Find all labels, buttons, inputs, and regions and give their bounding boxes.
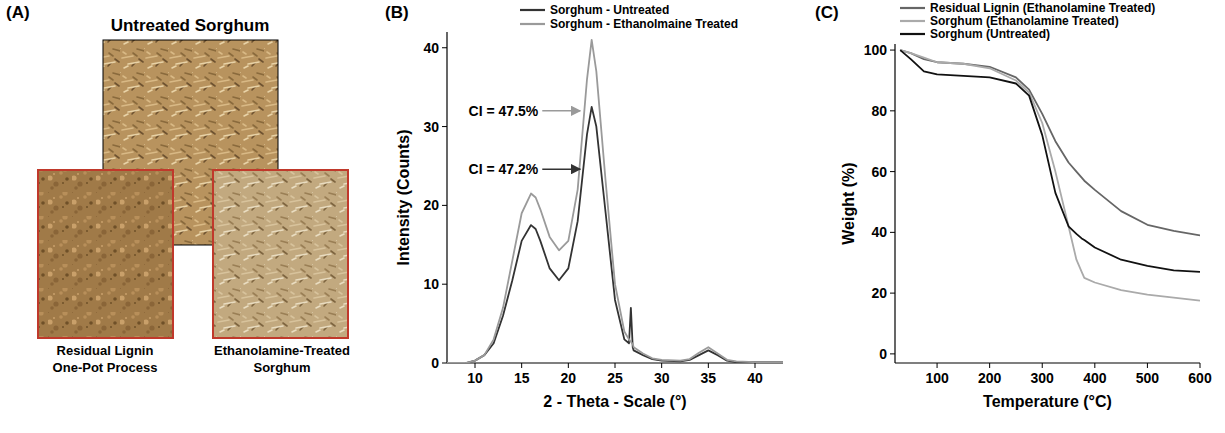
x-tick	[1094, 363, 1095, 368]
plot-area	[900, 50, 1200, 301]
y-tick	[890, 353, 895, 354]
figure: (A) Untreated Sorghum Residual Lignin One-P…	[0, 0, 1225, 433]
y-tick	[442, 126, 447, 127]
y-tick-label: 40	[423, 40, 439, 56]
x-tick	[568, 363, 569, 368]
x-tick	[661, 363, 662, 368]
legend-entry: Residual Lignin (Ethanolamine Treated)	[930, 1, 1155, 15]
series-line	[447, 40, 783, 363]
y-tick-label: 40	[871, 224, 887, 240]
y-tick	[890, 293, 895, 294]
y-tick	[442, 47, 447, 48]
annotation: CI = 47.5%	[469, 103, 539, 119]
photo-caption: Ethanolamine-Treated	[214, 343, 350, 358]
y-tick-label: 10	[423, 276, 439, 292]
photo-treated	[213, 170, 348, 338]
x-tick-label: 35	[701, 370, 717, 386]
x-tick	[937, 363, 938, 368]
y-tick	[890, 110, 895, 111]
series-line	[900, 50, 1200, 235]
x-tick-label: 600	[1188, 370, 1212, 386]
y-tick	[890, 171, 895, 172]
legend-entry: Sorghum - Ethanolmaine Treated	[550, 17, 738, 31]
photo-caption: Sorghum	[253, 360, 310, 375]
y-tick	[442, 363, 447, 364]
legend-swatch	[520, 23, 545, 25]
legend-swatch	[900, 20, 925, 22]
x-tick	[755, 363, 756, 368]
y-tick	[442, 284, 447, 285]
y-axis	[446, 32, 447, 363]
x-tick	[1147, 363, 1148, 368]
y-axis-title: Weight (%)	[840, 162, 857, 244]
x-tick	[708, 363, 709, 368]
chart: (C) 100 200 300 400 500 600 0 20 40 60 80 100 Tempera…	[815, 1, 1212, 410]
y-tick	[890, 232, 895, 233]
legend: Sorghum - UntreatedSorghum - Ethanolmain…	[520, 3, 738, 31]
legend-swatch	[900, 33, 925, 35]
panel-label: (C)	[815, 3, 839, 22]
x-tick-label: 20	[561, 370, 577, 386]
x-tick-label: 100	[925, 370, 949, 386]
photo-caption: Residual Lignin	[57, 343, 154, 358]
x-axis-title: 2 - Theta - Scale (°)	[543, 393, 686, 410]
legend-entry: Sorghum (Ethanolamine Treated)	[930, 14, 1119, 28]
x-axis	[895, 362, 1200, 363]
x-tick	[989, 363, 990, 368]
x-tick	[475, 363, 476, 368]
x-tick-label: 15	[514, 370, 530, 386]
annotation-arrow	[542, 168, 580, 170]
annotation-arrow	[542, 110, 580, 112]
annotation: CI = 47.2%	[469, 161, 539, 177]
chart: (B) 10 15 20 25 30 35 40 0 10 20 30 40 2 - Theta - Sc…	[385, 3, 783, 410]
x-tick	[1200, 363, 1201, 368]
x-tick-label: 400	[1083, 370, 1107, 386]
x-tick-label: 40	[747, 370, 763, 386]
photo-caption: One-Pot Process	[53, 360, 158, 375]
x-tick-label: 10	[467, 370, 483, 386]
y-tick-label: 0	[431, 355, 439, 371]
y-tick-label: 100	[864, 42, 888, 58]
x-tick-label: 25	[607, 370, 623, 386]
y-tick-label: 60	[871, 164, 887, 180]
photo-lignin	[38, 170, 173, 338]
legend-entry: Sorghum - Untreated	[550, 3, 669, 17]
y-axis-title: Intensity (Counts)	[395, 130, 412, 266]
legend-swatch	[900, 7, 925, 9]
x-tick	[615, 363, 616, 368]
panel-label: (A)	[6, 3, 30, 22]
image-title: Untreated Sorghum	[111, 16, 270, 35]
plot-area	[447, 40, 783, 363]
x-axis-title: Temperature (°C)	[983, 393, 1112, 410]
series-line	[900, 50, 1200, 301]
y-tick-label: 20	[423, 197, 439, 213]
legend-entry: Sorghum (Untreated)	[930, 27, 1050, 41]
x-tick	[521, 363, 522, 368]
y-tick-label: 0	[879, 346, 887, 362]
series-line	[900, 50, 1200, 272]
x-tick-label: 30	[654, 370, 670, 386]
y-tick-label: 80	[871, 103, 887, 119]
legend: Residual Lignin (Ethanolamine Treated)So…	[900, 1, 1155, 41]
legend-swatch	[520, 9, 545, 11]
y-tick-label: 30	[423, 119, 439, 135]
y-tick	[442, 205, 447, 206]
y-axis	[894, 44, 895, 363]
x-tick-label: 500	[1136, 370, 1160, 386]
panel-label: (B)	[385, 3, 409, 22]
y-tick-label: 20	[871, 285, 887, 301]
x-tick-label: 200	[978, 370, 1002, 386]
x-tick-label: 300	[1031, 370, 1055, 386]
x-tick	[1042, 363, 1043, 368]
y-tick	[890, 50, 895, 51]
